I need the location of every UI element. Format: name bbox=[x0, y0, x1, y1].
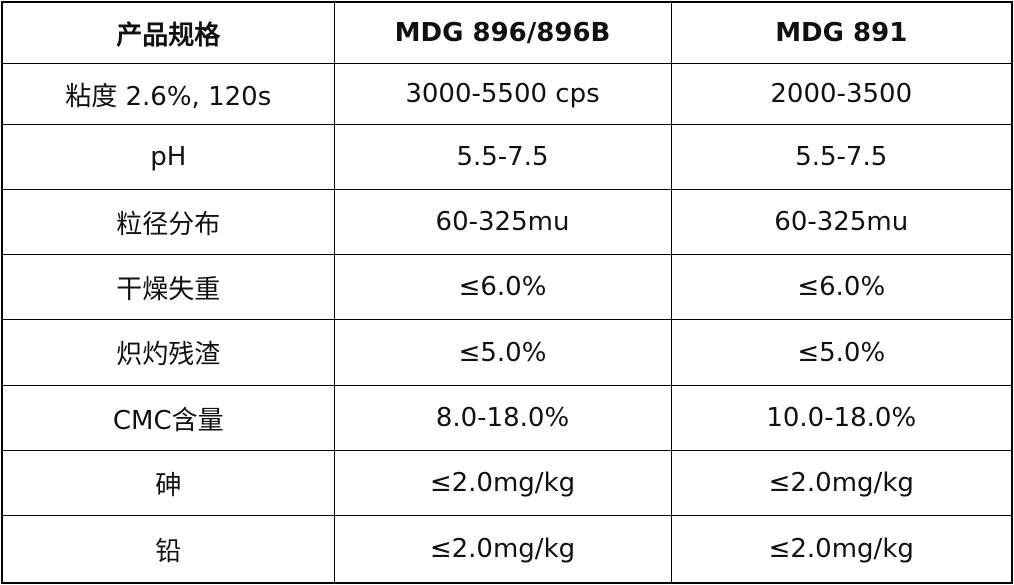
table-cell: ≤2.0mg/kg bbox=[333, 515, 672, 584]
row-label: pH bbox=[1, 124, 335, 191]
header-cell: MDG 896/896B bbox=[333, 1, 672, 64]
table-header: 产品规格 MDG 896/896B MDG 891 bbox=[1, 1, 1013, 64]
table-cell: ≤6.0% bbox=[670, 254, 1013, 321]
table-cell: ≤5.0% bbox=[670, 319, 1013, 387]
table-row: 粘度 2.6%, 120s 3000-5500 cps 2000-3500 bbox=[1, 62, 1013, 126]
table-cell: ≤2.0mg/kg bbox=[670, 515, 1013, 584]
table-row: pH 5.5-7.5 5.5-7.5 bbox=[1, 124, 1013, 191]
table-cell: ≤2.0mg/kg bbox=[670, 450, 1013, 517]
table-row: 粒径分布 60-325mu 60-325mu bbox=[1, 189, 1013, 256]
table-cell: 5.5-7.5 bbox=[333, 124, 672, 191]
table-cell: ≤2.0mg/kg bbox=[333, 450, 672, 517]
table-cell: 3000-5500 cps bbox=[333, 62, 672, 126]
table-row: 炽灼残渣 ≤5.0% ≤5.0% bbox=[1, 319, 1013, 387]
table-row: 干燥失重 ≤6.0% ≤6.0% bbox=[1, 254, 1013, 321]
table-cell: 60-325mu bbox=[670, 189, 1013, 256]
row-label: 砷 bbox=[1, 450, 335, 517]
row-label: CMC含量 bbox=[1, 385, 335, 452]
row-label: 粘度 2.6%, 120s bbox=[1, 62, 335, 126]
table-cell: ≤6.0% bbox=[333, 254, 672, 321]
table-cell: 8.0-18.0% bbox=[333, 385, 672, 452]
table-body: 粘度 2.6%, 120s 3000-5500 cps 2000-3500 pH 5.5… bbox=[1, 62, 1013, 584]
table-cell: ≤5.0% bbox=[333, 319, 672, 387]
table-cell: 10.0-18.0% bbox=[670, 385, 1013, 452]
table-cell: 5.5-7.5 bbox=[670, 124, 1013, 191]
row-label: 粒径分布 bbox=[1, 189, 335, 256]
header-row: 产品规格 MDG 896/896B MDG 891 bbox=[1, 1, 1013, 64]
row-label: 干燥失重 bbox=[1, 254, 335, 321]
table-row: 砷 ≤2.0mg/kg ≤2.0mg/kg bbox=[1, 450, 1013, 517]
table-row: CMC含量 8.0-18.0% 10.0-18.0% bbox=[1, 385, 1013, 452]
row-label: 铅 bbox=[1, 515, 335, 584]
table-cell: 2000-3500 bbox=[670, 62, 1013, 126]
header-cell: MDG 891 bbox=[670, 1, 1013, 64]
table-row: 铅 ≤2.0mg/kg ≤2.0mg/kg bbox=[1, 515, 1013, 584]
row-label: 炽灼残渣 bbox=[1, 319, 335, 387]
table-cell: 60-325mu bbox=[333, 189, 672, 256]
header-cell: 产品规格 bbox=[1, 1, 335, 64]
